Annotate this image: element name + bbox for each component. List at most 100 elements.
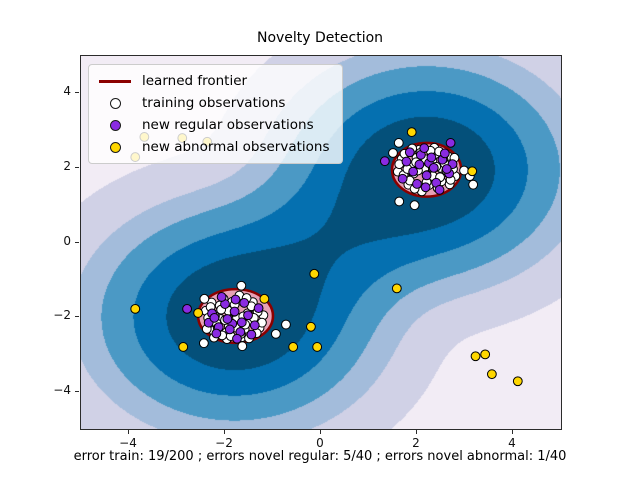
- legend-item: new abnormal observations: [97, 138, 330, 156]
- legend-item: learned frontier: [97, 72, 330, 90]
- scatter-point: [236, 280, 247, 291]
- legend-line-sample: [97, 79, 133, 83]
- scatter-point: [198, 338, 209, 349]
- legend-item: training observations: [97, 94, 330, 112]
- scatter-point: [401, 156, 412, 167]
- legend-marker-icon: [97, 141, 133, 153]
- scatter-point: [209, 312, 220, 323]
- scatter-point: [253, 303, 264, 314]
- scatter-point: [426, 152, 437, 163]
- scatter-point: [467, 166, 478, 177]
- x-tick-mark: [320, 430, 321, 434]
- y-tick-mark: [75, 316, 79, 318]
- scatter-point: [211, 328, 222, 339]
- scatter-point: [312, 342, 323, 352]
- circle-marker-icon: [109, 141, 121, 153]
- x-tick-label: 0: [316, 436, 324, 450]
- y-tick-label: 4: [63, 84, 71, 99]
- y-tick-label: 0: [63, 233, 71, 248]
- circle-marker-icon: [109, 119, 121, 131]
- x-tick-mark: [512, 430, 513, 434]
- scatter-point: [468, 179, 479, 190]
- x-tick-mark: [128, 430, 129, 434]
- scatter-point: [408, 166, 419, 177]
- scatter-point: [393, 138, 404, 148]
- scatter-point: [434, 185, 445, 195]
- legend-label: training observations: [142, 95, 286, 111]
- scatter-point: [419, 143, 430, 154]
- scatter-point: [236, 317, 247, 328]
- legend-label: learned frontier: [142, 73, 248, 89]
- x-tick-mark: [416, 430, 417, 434]
- scatter-point: [224, 324, 235, 335]
- y-tick-label: 2: [63, 158, 71, 173]
- circle-marker-icon: [109, 97, 121, 109]
- frontier-line-icon: [99, 79, 131, 83]
- scatter-point: [232, 333, 242, 344]
- x-tick-label: 4: [508, 436, 516, 450]
- y-tick-label: −4: [53, 382, 71, 397]
- scatter-point: [239, 298, 250, 308]
- x-tick-label: −4: [119, 436, 137, 450]
- scatter-point: [270, 328, 281, 339]
- scatter-point: [412, 179, 422, 189]
- scatter-point: [388, 148, 398, 158]
- scatter-point: [216, 292, 227, 302]
- scatter-point: [281, 319, 291, 330]
- scatter-point: [246, 329, 257, 340]
- scatter-point: [409, 200, 420, 211]
- scatter-point: [193, 308, 204, 318]
- y-tick-mark: [75, 241, 79, 243]
- scatter-point: [229, 306, 240, 317]
- scatter-point: [130, 303, 141, 314]
- scatter-point: [391, 283, 402, 294]
- plot-area: learned frontier training observations new…: [80, 55, 562, 430]
- scatter-point: [182, 303, 192, 314]
- scatter-layer: [130, 127, 523, 387]
- scatter-point: [480, 349, 491, 360]
- scatter-point: [414, 159, 425, 170]
- legend-marker-icon: [97, 97, 133, 109]
- scatter-point: [404, 147, 415, 158]
- legend: learned frontier training observations new…: [88, 64, 343, 164]
- scatter-point: [459, 165, 469, 176]
- scatter-point: [243, 310, 253, 321]
- scatter-point: [421, 170, 432, 181]
- legend-item: new regular observations: [97, 116, 330, 134]
- scatter-point: [441, 164, 452, 174]
- y-tick-mark: [75, 390, 79, 392]
- legend-label: new abnormal observations: [142, 139, 330, 155]
- scatter-point: [237, 341, 248, 352]
- legend-marker-icon: [97, 119, 133, 131]
- scatter-point: [230, 294, 241, 305]
- scatter-point: [178, 342, 189, 352]
- scatter-point: [486, 369, 497, 380]
- scatter-point: [288, 342, 299, 352]
- x-tick-label: 2: [412, 436, 420, 450]
- scatter-point: [394, 196, 405, 207]
- figure-caption: error train: 19/200 ; errors novel regul…: [73, 449, 567, 464]
- y-tick-label: −2: [53, 308, 71, 323]
- scatter-point: [309, 268, 320, 279]
- x-tick-mark: [224, 430, 225, 434]
- scatter-point: [428, 163, 439, 173]
- scatter-point: [470, 351, 481, 362]
- legend-label: new regular observations: [142, 117, 314, 133]
- scatter-point: [222, 314, 233, 324]
- scatter-point: [420, 182, 431, 193]
- scatter-point: [306, 321, 316, 332]
- scatter-point: [259, 293, 270, 304]
- scatter-point: [379, 156, 390, 167]
- y-tick-mark: [75, 166, 79, 168]
- y-tick-mark: [75, 92, 79, 94]
- plot-title: Novelty Detection: [256, 30, 384, 46]
- scatter-point: [249, 320, 260, 331]
- scatter-point: [199, 293, 210, 304]
- scatter-point: [397, 173, 408, 184]
- scatter-point: [406, 127, 417, 137]
- x-tick-label: −2: [215, 436, 233, 450]
- scatter-point: [439, 148, 450, 159]
- scatter-point: [512, 376, 523, 387]
- scatter-point: [445, 138, 456, 148]
